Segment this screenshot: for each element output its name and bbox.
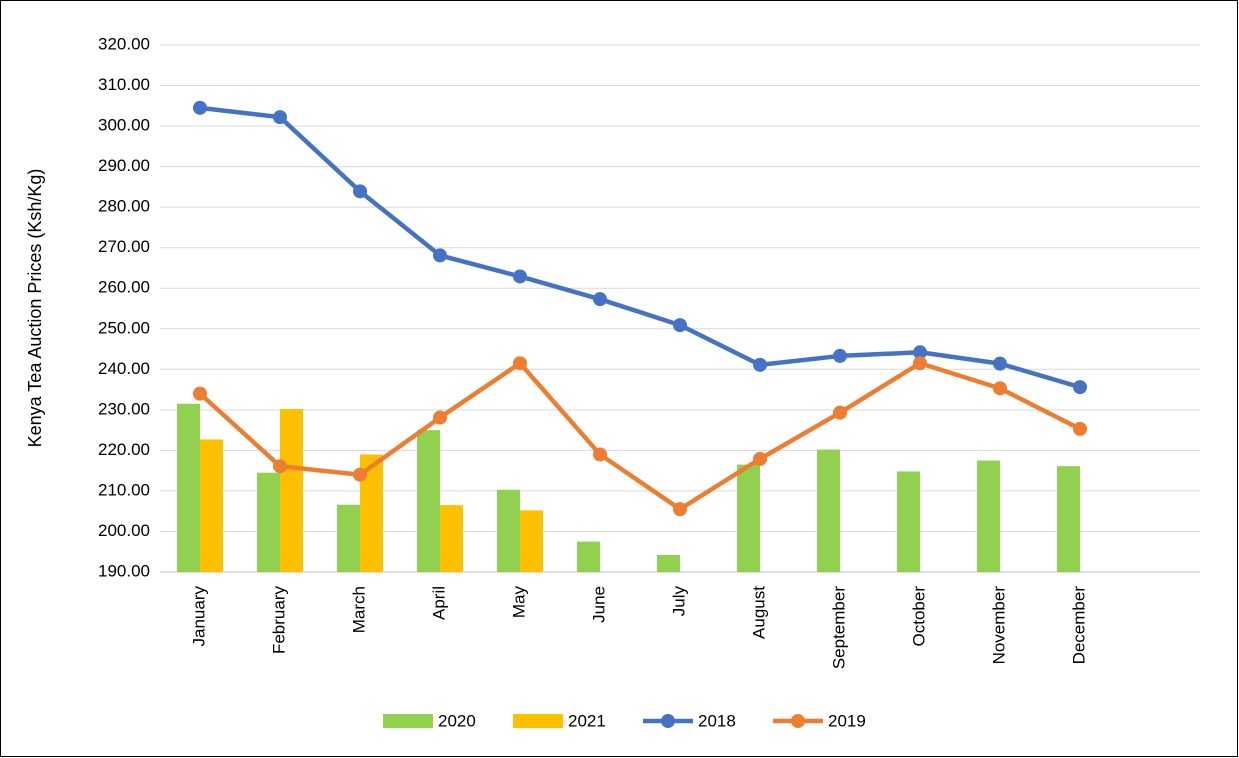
line-marker xyxy=(433,248,447,263)
bar xyxy=(1057,466,1080,572)
x-tick-label: March xyxy=(349,586,368,633)
line-marker xyxy=(433,410,447,425)
line-marker xyxy=(513,269,527,284)
bar xyxy=(977,460,1000,572)
line-marker xyxy=(673,318,687,333)
bar xyxy=(417,430,440,572)
bar xyxy=(440,505,463,572)
y-tick-label: 300.00 xyxy=(98,116,150,135)
bar xyxy=(497,489,520,572)
x-tick-label: July xyxy=(669,586,688,617)
bar xyxy=(520,510,543,572)
y-tick-label: 280.00 xyxy=(98,197,150,216)
line-marker xyxy=(993,356,1007,371)
x-tick-label: February xyxy=(269,586,288,655)
bar xyxy=(897,471,920,572)
legend-swatch xyxy=(513,714,563,728)
bar xyxy=(577,541,600,572)
y-axis-title: Kenya Tea Auction Prices (Ksh/Kg) xyxy=(25,169,45,448)
bar xyxy=(360,454,383,572)
legend-label: 2019 xyxy=(828,711,866,730)
y-tick-label: 240.00 xyxy=(98,359,150,378)
y-tick-label: 190.00 xyxy=(98,561,150,580)
legend-marker xyxy=(661,714,675,728)
bar xyxy=(817,449,840,572)
bar xyxy=(337,504,360,572)
bar xyxy=(737,464,760,572)
legend-label: 2021 xyxy=(568,711,606,730)
bar xyxy=(200,439,223,572)
line-marker xyxy=(353,184,367,199)
line-marker xyxy=(833,405,847,420)
line-marker xyxy=(593,447,607,462)
x-tick-label: September xyxy=(829,586,848,669)
legend-marker xyxy=(791,714,805,728)
legend-swatch xyxy=(383,714,433,728)
y-tick-label: 250.00 xyxy=(98,318,150,337)
line-marker xyxy=(913,345,927,360)
x-tick-label: April xyxy=(429,586,448,620)
y-tick-label: 220.00 xyxy=(98,440,150,459)
line-marker xyxy=(273,110,287,125)
y-tick-label: 290.00 xyxy=(98,156,150,175)
bar xyxy=(657,554,680,572)
x-tick-label: November xyxy=(989,586,1008,665)
line-marker xyxy=(1073,421,1087,436)
line-marker xyxy=(993,381,1007,396)
bar xyxy=(280,409,303,572)
x-tick-label: June xyxy=(589,586,608,623)
line-marker xyxy=(753,451,767,466)
y-tick-label: 200.00 xyxy=(98,521,150,540)
x-tick-label: October xyxy=(909,586,928,647)
line-marker xyxy=(353,467,367,482)
x-tick-label: December xyxy=(1069,586,1088,665)
y-tick-label: 310.00 xyxy=(98,75,150,94)
line-marker xyxy=(913,356,927,371)
line-marker xyxy=(593,292,607,307)
line-marker xyxy=(833,348,847,363)
y-tick-label: 210.00 xyxy=(98,480,150,499)
line-marker xyxy=(753,357,767,372)
line-marker xyxy=(193,386,207,401)
line xyxy=(199,105,1081,390)
line-marker xyxy=(513,356,527,371)
line-marker xyxy=(193,100,207,115)
line-marker xyxy=(273,459,287,474)
y-tick-label: 270.00 xyxy=(98,237,150,256)
legend-label: 2020 xyxy=(438,711,476,730)
x-tick-label: August xyxy=(749,586,768,639)
bar xyxy=(177,403,200,572)
y-tick-label: 320.00 xyxy=(98,34,150,53)
legend-label: 2018 xyxy=(698,711,736,730)
bar xyxy=(257,472,280,572)
y-tick-label: 260.00 xyxy=(98,278,150,297)
line-marker xyxy=(1073,380,1087,395)
x-tick-label: May xyxy=(509,586,528,619)
line xyxy=(198,360,1082,512)
y-tick-label: 230.00 xyxy=(98,399,150,418)
x-tick-label: January xyxy=(189,586,208,647)
line-marker xyxy=(673,502,687,517)
